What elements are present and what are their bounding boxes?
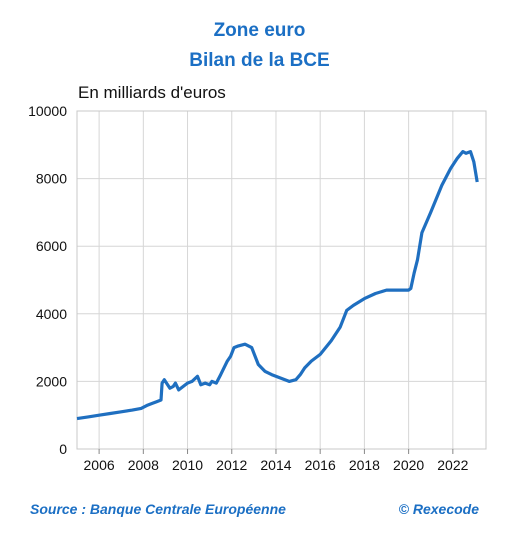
y-tick-label: 6000: [36, 238, 67, 254]
source-note: Source : Banque Centrale Européenne: [30, 501, 286, 517]
x-tick-label: 2012: [216, 457, 247, 473]
x-tick-label: 2008: [128, 457, 159, 473]
chart-title: Zone euro: [213, 20, 306, 41]
copyright-note: © Rexecode: [398, 501, 479, 517]
x-tick-label: 2006: [84, 457, 115, 473]
series-line: [76, 150, 479, 421]
y-axis-unit-label: En milliards d'euros: [78, 83, 226, 102]
x-tick-label: 2020: [393, 457, 424, 473]
x-axis-ticks: 2006 2008 2010 2012 2014 2016 2018 2020 2022: [84, 449, 469, 473]
x-tick-label: 2022: [437, 457, 468, 473]
grid: [77, 110, 486, 450]
y-tick-label: 4000: [36, 306, 67, 322]
y-tick-label: 8000: [36, 171, 67, 187]
x-tick-label: 2014: [260, 457, 291, 473]
plot-frame: [76, 110, 487, 450]
y-axis-ticks: 0 2000 4000 6000 8000 10000: [28, 103, 67, 457]
y-tick-label: 2000: [36, 373, 67, 389]
x-tick-label: 2010: [172, 457, 203, 473]
x-tick-label: 2016: [305, 457, 336, 473]
y-tick-label: 10000: [28, 103, 67, 119]
chart-subtitle: Bilan de la BCE: [189, 50, 330, 71]
x-tick-label: 2018: [349, 457, 380, 473]
y-tick-label: 0: [59, 441, 67, 457]
